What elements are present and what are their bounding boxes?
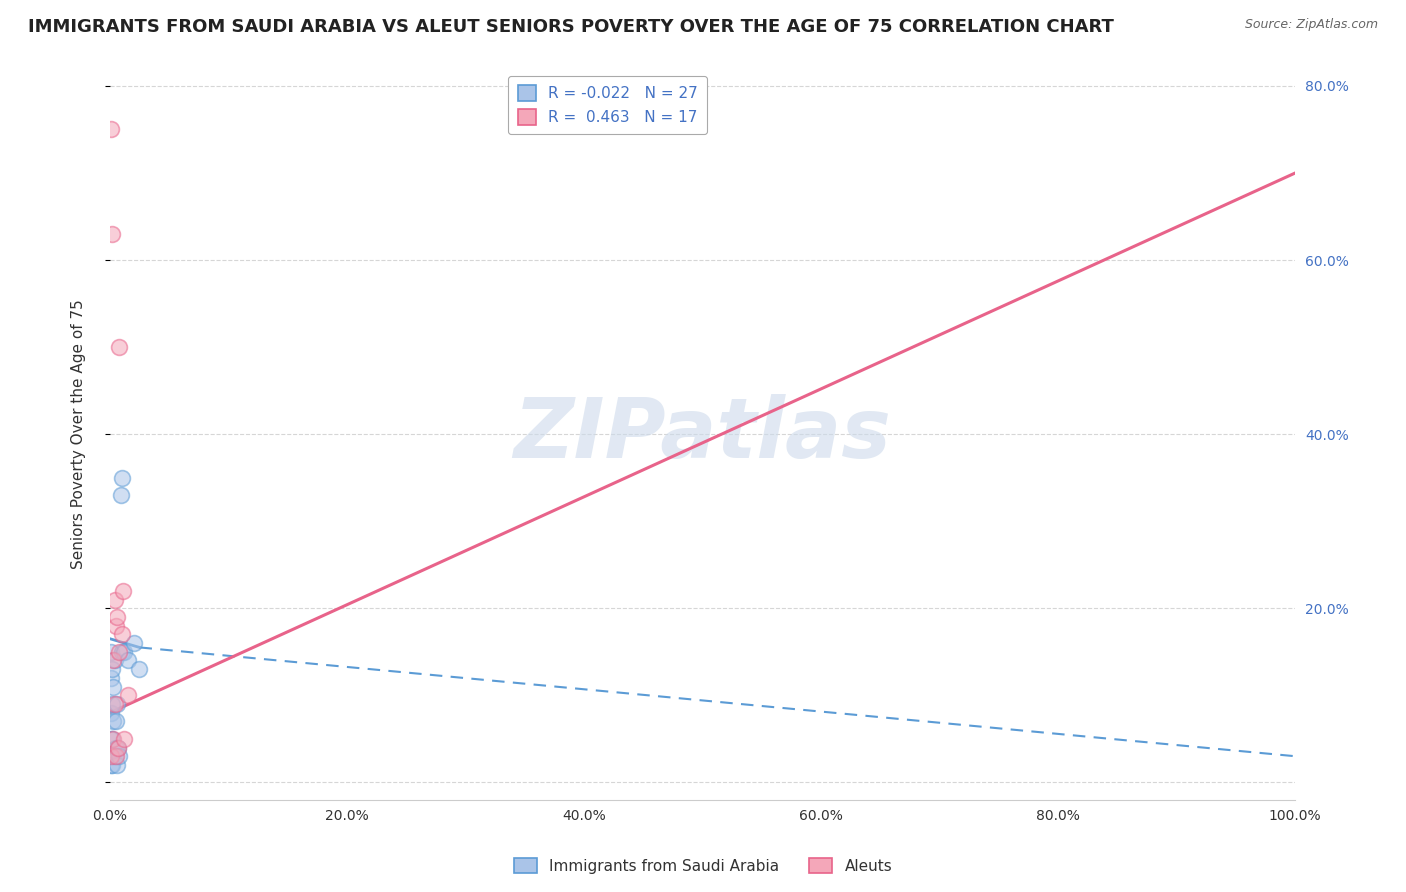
Point [111,470,134,484]
Point [107,740,129,755]
Point [101,227,124,241]
Y-axis label: Seniors Poverty Over the Age of 75: Seniors Poverty Over the Age of 75 [72,299,86,569]
Point [104,592,127,607]
Point [112,645,135,659]
Point [103,731,125,746]
Point [100,706,122,720]
Point [108,749,131,764]
Point [108,340,131,354]
Point [117,653,139,667]
Point [117,688,139,702]
Legend: Immigrants from Saudi Arabia, Aleuts: Immigrants from Saudi Arabia, Aleuts [508,852,898,880]
Point [105,758,128,772]
Text: Source: ZipAtlas.com: Source: ZipAtlas.com [1244,18,1378,31]
Point [104,697,127,711]
Point [110,488,132,502]
Point [101,697,124,711]
Point [104,749,127,764]
Point [105,697,128,711]
Point [100,122,122,136]
Point [101,662,124,676]
Point [103,749,125,764]
Point [107,740,129,755]
Point [122,636,145,650]
Point [104,749,127,764]
Point [112,731,135,746]
Point [128,662,150,676]
Point [100,731,122,746]
Point [104,618,127,632]
Point [103,680,125,694]
Point [105,610,128,624]
Point [100,671,122,685]
Point [111,627,134,641]
Text: IMMIGRANTS FROM SAUDI ARABIA VS ALEUT SENIORS POVERTY OVER THE AGE OF 75 CORRELA: IMMIGRANTS FROM SAUDI ARABIA VS ALEUT SE… [28,18,1114,36]
Point [103,653,125,667]
Point [111,583,134,598]
Point [101,758,124,772]
Point [100,645,122,659]
Point [100,758,122,772]
Point [104,714,127,729]
Point [101,731,124,746]
Point [100,749,122,764]
Point [104,653,127,667]
Point [111,645,134,659]
Legend: R = -0.022   N = 27, R =  0.463   N = 17: R = -0.022 N = 27, R = 0.463 N = 17 [509,76,707,134]
Text: ZIPatlas: ZIPatlas [513,393,891,475]
Point [104,740,127,755]
Point [103,714,125,729]
Point [108,645,131,659]
